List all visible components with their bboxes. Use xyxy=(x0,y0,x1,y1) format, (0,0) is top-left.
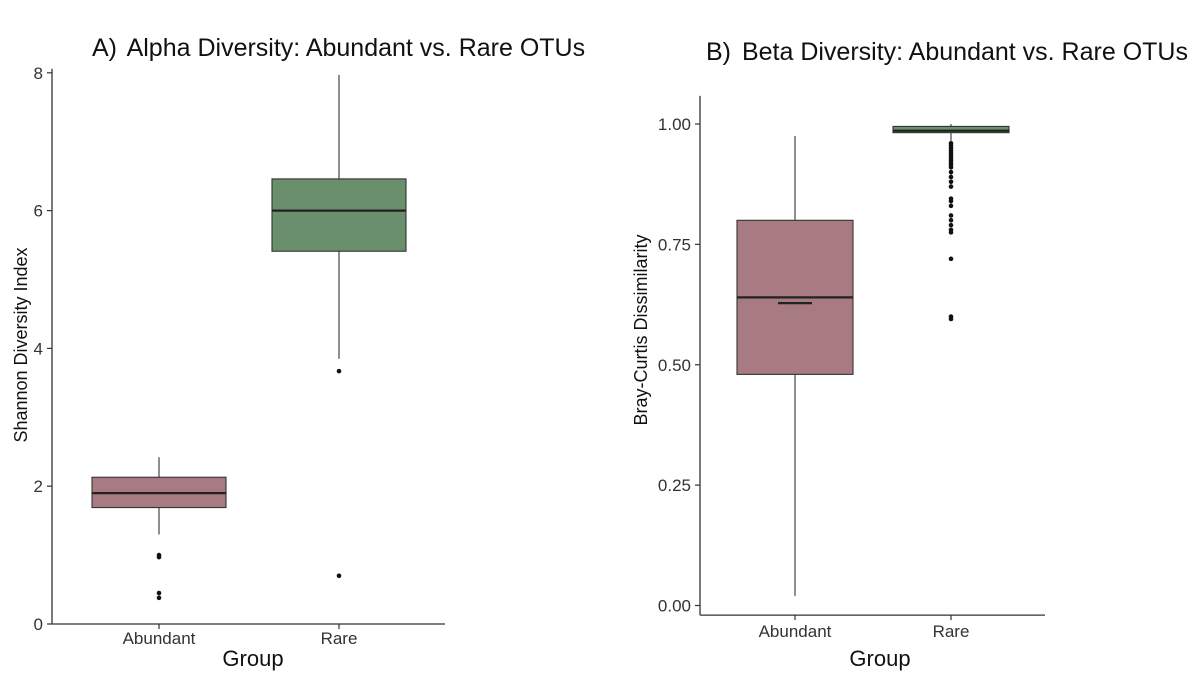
panel-a-alpha-diversity: A) Alpha Diversity: Abundant vs. Rare OT… xyxy=(11,34,585,671)
panel-b-y-tick-label: 0.00 xyxy=(658,597,691,616)
panel-a-y-axis-title: Shannon Diversity Index xyxy=(11,247,31,442)
panel-a-title: A) Alpha Diversity: Abundant vs. Rare OT… xyxy=(92,34,585,62)
panel-b-outlier-rare xyxy=(948,203,954,209)
panel-a-outlier-abundant xyxy=(156,590,162,596)
panel-a-title-text: Alpha Diversity: Abundant vs. Rare OTUs xyxy=(127,34,586,62)
panel-b-label: B) xyxy=(706,38,731,66)
panel-a-outlier-abundant xyxy=(156,595,162,601)
panel-a-y-tick-label: 0 xyxy=(34,615,43,634)
panel-b-outlier-rare xyxy=(948,222,954,228)
panel-a-outlier-rare xyxy=(336,368,342,374)
panel-b-x-tick-label-abundant: Abundant xyxy=(759,622,832,641)
panel-b-outlier-rare xyxy=(948,165,954,170)
panel-a-x-tick-label-abundant: Abundant xyxy=(123,629,196,648)
panel-b-title-text: Beta Diversity: Abundant vs. Rare OTUs xyxy=(742,38,1188,66)
panel-a-y-tick-label: 4 xyxy=(34,339,43,358)
panel-b-outlier-rare xyxy=(948,230,954,235)
panel-a-y-tick-label: 8 xyxy=(34,64,43,83)
panel-a-label: A) xyxy=(92,34,117,62)
panel-a-outlier-rare xyxy=(336,573,342,579)
panel-b-outlier-rare xyxy=(948,174,954,180)
panel-a-x-tick-label-rare: Rare xyxy=(321,629,358,648)
panel-b-x-tick-label-rare: Rare xyxy=(933,622,970,641)
panel-a-y-tick-label: 2 xyxy=(34,477,43,496)
panel-a-y-tick-label: 6 xyxy=(34,202,43,221)
panel-b-title: B) Beta Diversity: Abundant vs. Rare OTU… xyxy=(706,38,1188,66)
panel-a-plot-area: 0 2 4 6 8 Abundant Rare xyxy=(34,64,445,648)
panel-b-outlier-rare xyxy=(948,256,954,262)
panel-b-outlier-rare xyxy=(948,218,954,223)
panel-b-box-rare xyxy=(892,125,1010,134)
panel-b-y-tick-label: 0.50 xyxy=(658,356,691,375)
panel-a-x-axis-title: Group xyxy=(222,646,283,671)
panel-b-y-tick-label: 0.25 xyxy=(658,476,691,495)
panel-b-beta-diversity: B) Beta Diversity: Abundant vs. Rare OTU… xyxy=(631,38,1188,671)
panel-b-plot-area: 0.00 0.25 0.50 0.75 1.00 Abundant Rare xyxy=(658,95,1045,641)
panel-b-y-axis-title: Bray-Curtis Dissimilarity xyxy=(631,234,651,425)
panel-b-x-axis-title: Group xyxy=(849,646,910,671)
panel-a-box-rare xyxy=(271,178,407,252)
panel-b-y-tick-label: 1.00 xyxy=(658,115,691,134)
panel-b-outlier-rare xyxy=(948,179,954,185)
panel-b-outlier-rare xyxy=(948,198,954,204)
panel-b-y-tick-label: 0.75 xyxy=(658,235,691,254)
panel-b-outlier-rare xyxy=(948,184,954,189)
panel-b-outlier-rare xyxy=(948,316,954,322)
panel-b-outlier-rare xyxy=(948,169,954,175)
panel-b-outlier-rare xyxy=(948,213,954,218)
panel-a-outlier-abundant xyxy=(156,554,162,560)
